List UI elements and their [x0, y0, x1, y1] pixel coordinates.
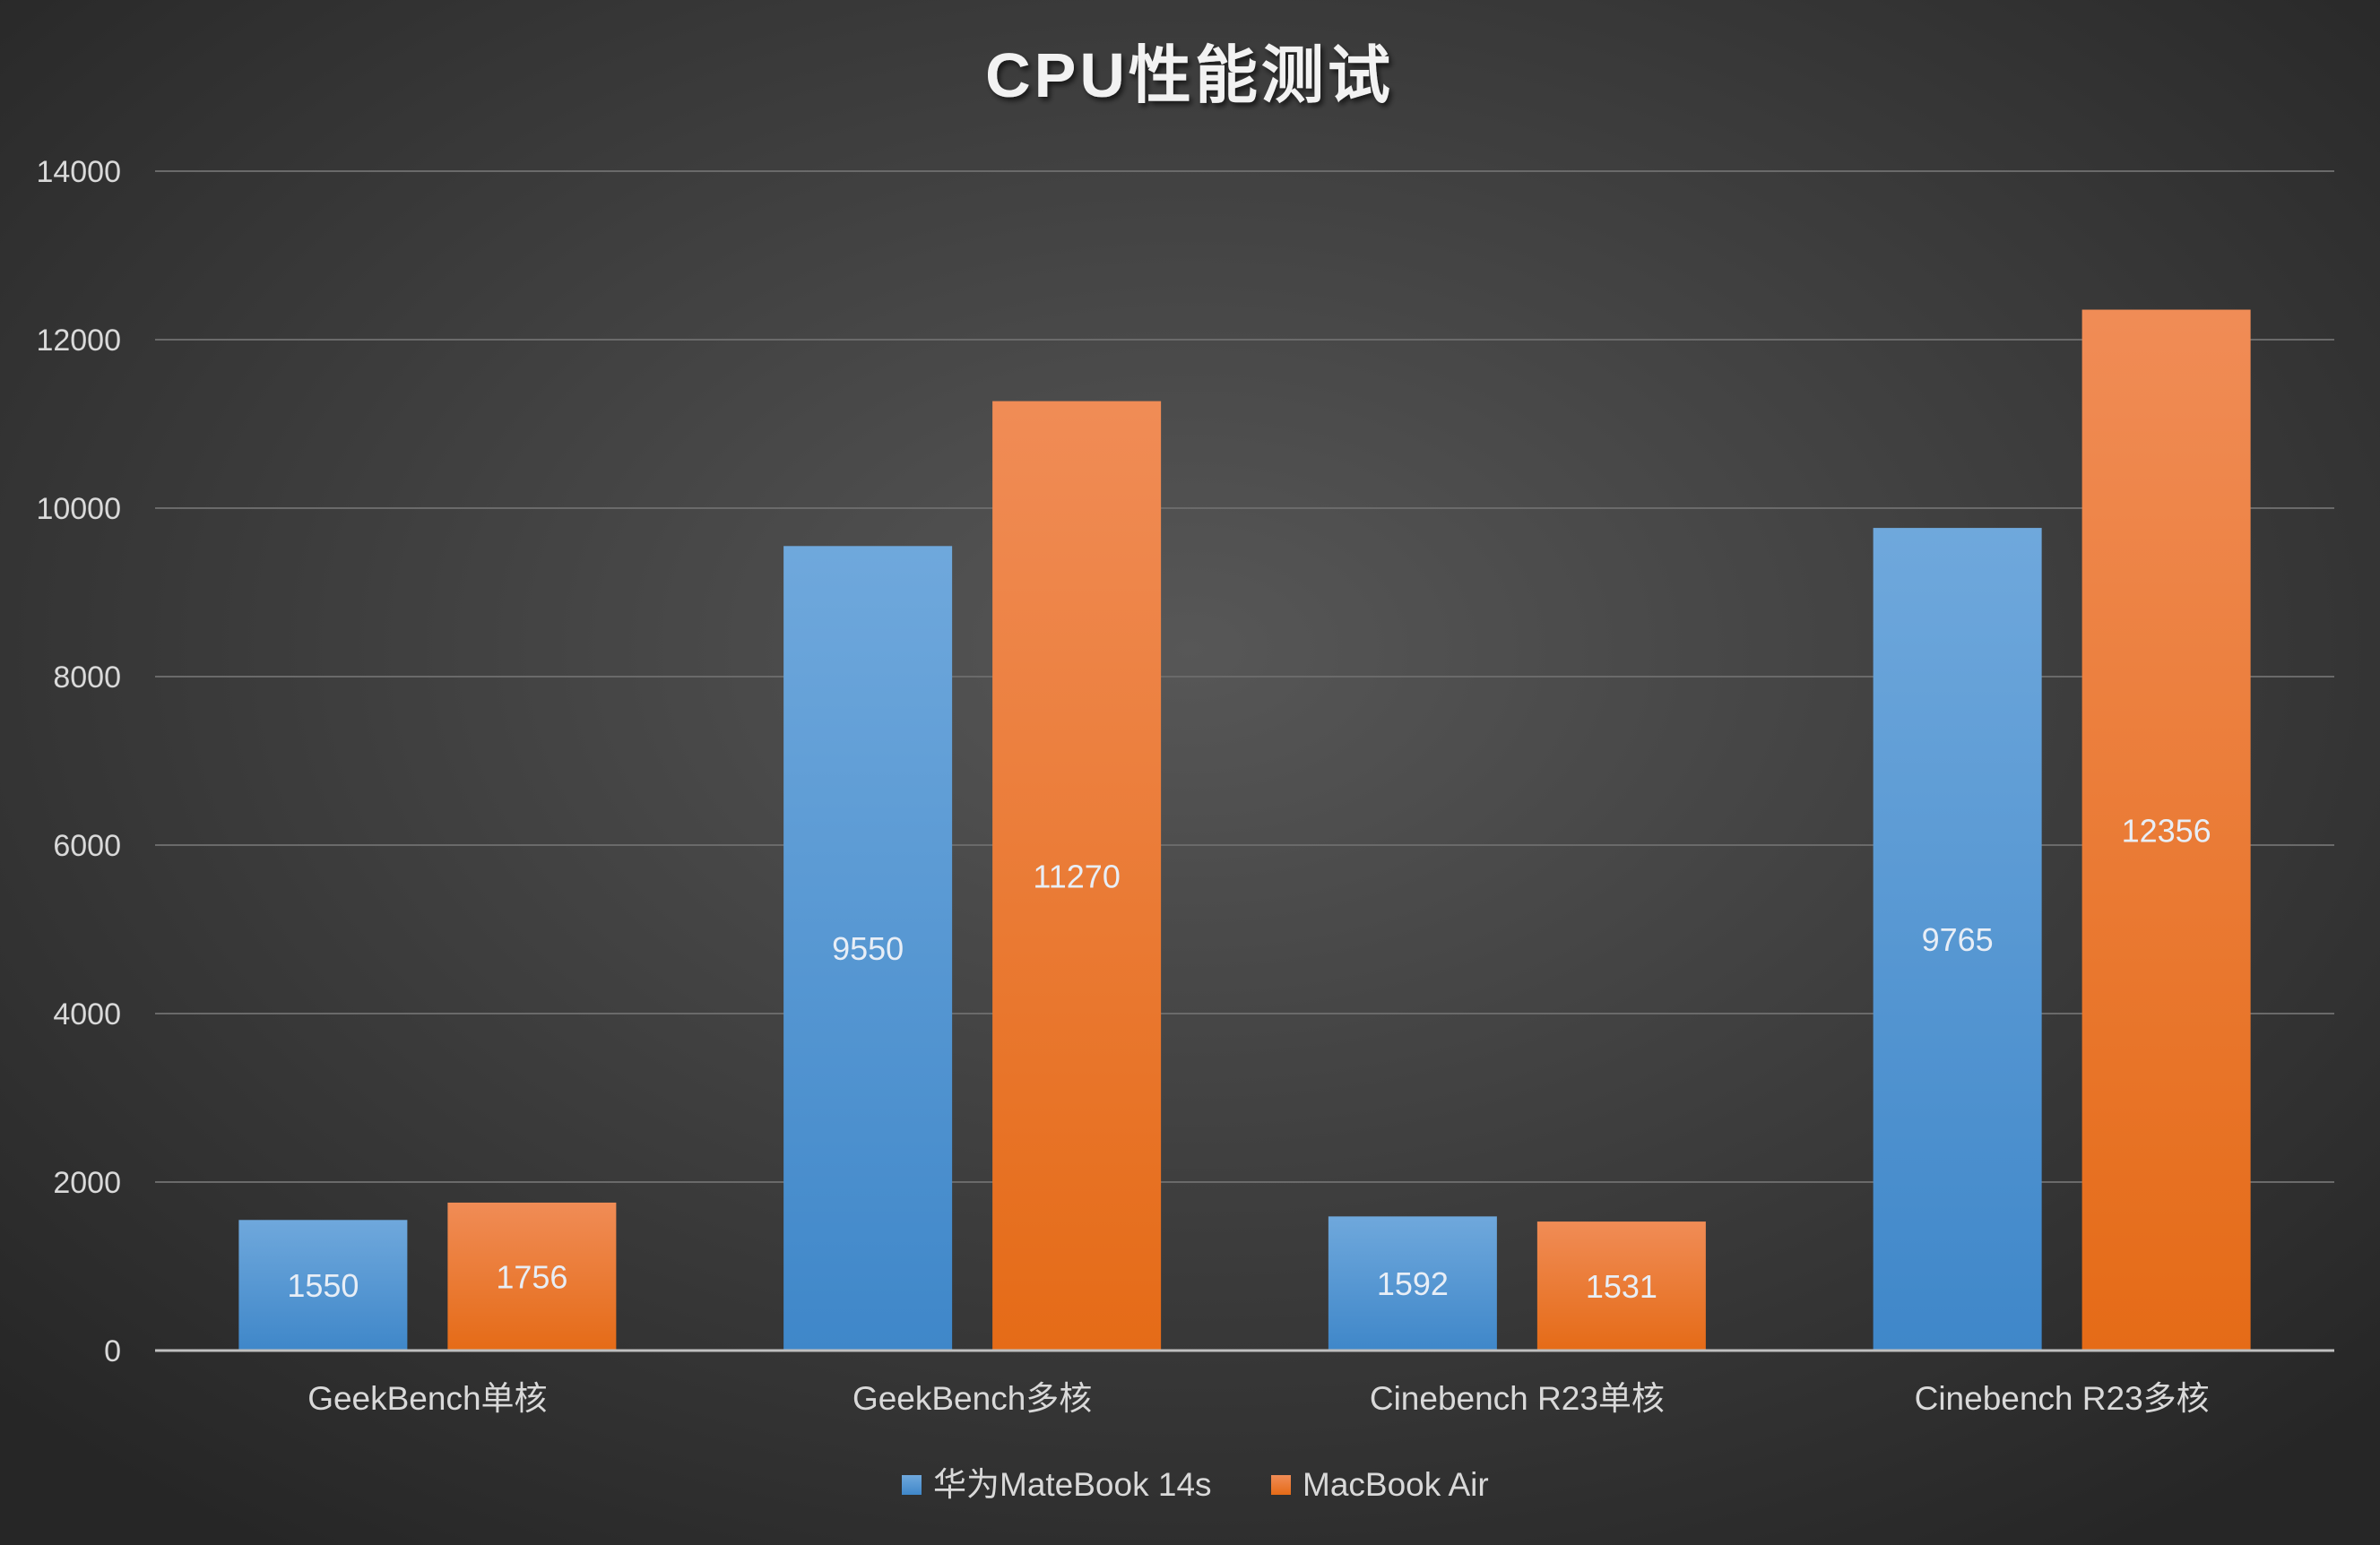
- y-tick-label: 2000: [53, 1166, 121, 1200]
- data-label: 11270: [1033, 858, 1120, 894]
- data-label: 1531: [1586, 1268, 1657, 1305]
- bar: [2081, 309, 2251, 1351]
- data-label: 1592: [1377, 1265, 1449, 1302]
- y-axis-ticks: 0 2000 4000 6000 8000 10000 12000 14000: [36, 155, 121, 1368]
- y-tick-label: 10000: [36, 492, 121, 526]
- x-tick-label: GeekBench多核: [852, 1380, 1092, 1417]
- data-label: 9765: [1922, 921, 1994, 958]
- y-tick-label: 0: [104, 1334, 121, 1368]
- bar: [447, 1202, 617, 1351]
- bar: [1536, 1221, 1706, 1351]
- y-tick-label: 6000: [53, 829, 121, 863]
- legend-swatch: [902, 1475, 922, 1495]
- data-label: 1756: [496, 1258, 567, 1295]
- x-axis-labels: GeekBench单核 GeekBench多核 Cinebench R23单核 Cin…: [307, 1380, 2209, 1417]
- data-label: 9550: [832, 930, 904, 967]
- gridlines: [155, 170, 2334, 1183]
- data-label: 12356: [2122, 812, 2211, 849]
- chart-title: CPU性能测试: [985, 40, 1394, 110]
- bars: 1550 1756 9550 11270 1592 1531 9765 12356: [238, 309, 2251, 1351]
- legend-swatch: [1271, 1475, 1291, 1495]
- legend-label: MacBook Air: [1303, 1466, 1489, 1503]
- data-label: 1550: [287, 1267, 359, 1304]
- x-tick-label: GeekBench单核: [307, 1380, 547, 1417]
- legend: 华为MateBook 14s MacBook Air: [902, 1466, 1489, 1503]
- bar: [1873, 528, 2042, 1351]
- y-tick-label: 14000: [36, 155, 121, 189]
- legend-label: 华为MateBook 14s: [933, 1466, 1212, 1503]
- y-tick-label: 4000: [53, 997, 121, 1031]
- bar: [783, 546, 953, 1351]
- bar: [238, 1220, 408, 1351]
- y-tick-label: 8000: [53, 660, 121, 695]
- x-tick-label: Cinebench R23多核: [1915, 1380, 2210, 1417]
- x-tick-label: Cinebench R23单核: [1370, 1380, 1665, 1417]
- bar: [992, 401, 1162, 1351]
- bar: [1328, 1216, 1497, 1351]
- y-tick-label: 12000: [36, 324, 121, 358]
